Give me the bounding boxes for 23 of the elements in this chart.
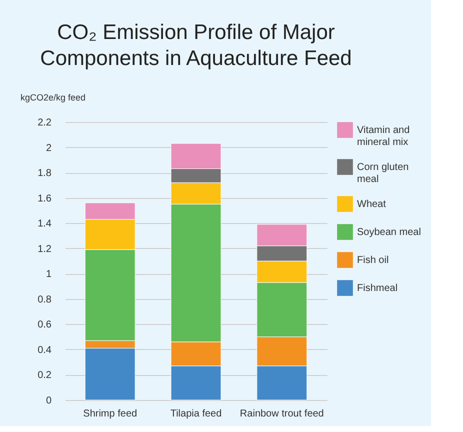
y-tick-label: 0 [46,396,52,406]
y-tick-label: 0.8 [38,294,52,306]
x-tick-label: Rainbow trout feed [240,408,324,420]
x-tick-label: Tilapia feed [170,408,222,420]
y-tick-label: 2.2 [38,118,52,128]
legend-label: Wheat [357,199,386,210]
legend-label: Fishmeal [357,283,398,294]
chart-title: CO₂ Emission Profile of Major Components in Aquaculture Feed [40,21,352,70]
x-tick-label: Shrimp feed [83,408,138,420]
legend-label: Vitamin and mineral mix [357,125,410,148]
y-axis-title: kgCO2e/kg feed [20,92,86,102]
legend-label: Corn gluten meal [357,162,409,185]
y-tick-label: 0.6 [38,320,52,331]
y-tick-label: 1.6 [38,193,52,204]
y-tick-label: 1.4 [38,218,52,230]
y-tick-label: 0.4 [38,344,52,356]
legend-label: Soybean meal [357,227,421,238]
y-tick-label: 0.2 [38,370,52,382]
y-tick-label: 1 [46,269,52,280]
y-tick-label: 1.8 [38,168,52,180]
y-tick-label: 2 [46,142,52,154]
y-tick-label: 1.2 [38,244,52,255]
legend-label: Fish oil [357,255,389,266]
